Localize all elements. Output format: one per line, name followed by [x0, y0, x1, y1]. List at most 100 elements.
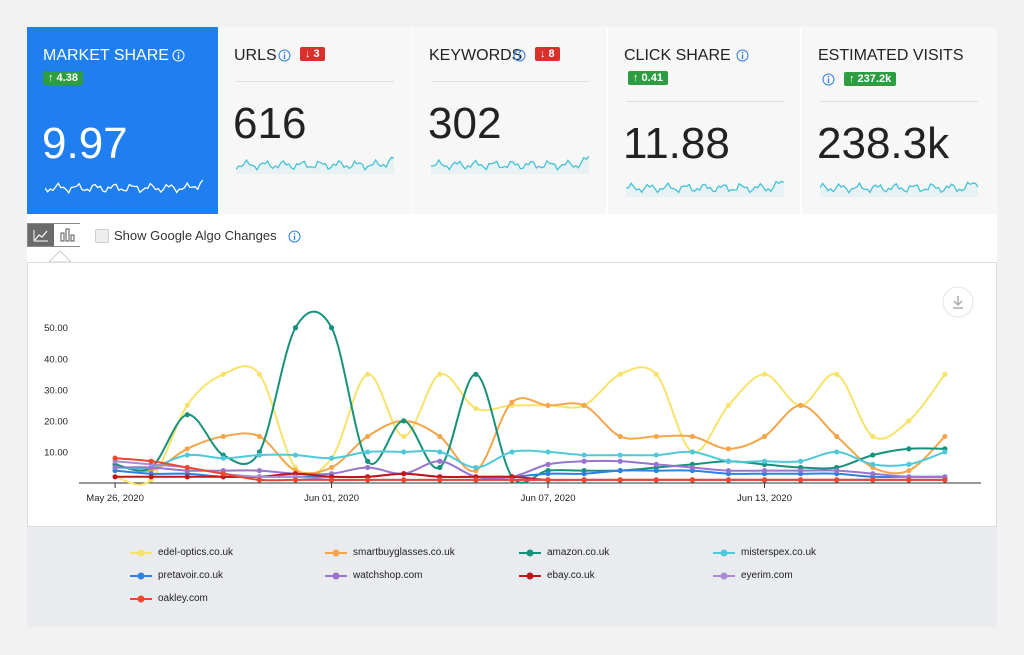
data-point — [798, 467, 804, 474]
data-point — [906, 477, 912, 483]
data-point — [256, 477, 262, 483]
metric-card: ESTIMATED VISITS ↑ 237.2k 238.3k — [802, 27, 997, 214]
data-point — [473, 477, 479, 483]
data-point — [653, 452, 659, 458]
sparkline — [45, 179, 203, 195]
data-point — [545, 477, 551, 483]
bar-toggle[interactable] — [54, 224, 80, 246]
sparkline-path — [236, 156, 394, 172]
data-point — [870, 452, 876, 458]
data-point — [761, 371, 768, 377]
metric-card: KEYWORDS ↓ 8 302 — [413, 27, 606, 214]
info-icon[interactable] — [278, 49, 291, 62]
legend-swatch — [519, 572, 541, 579]
info-ring — [172, 49, 185, 62]
data-point — [220, 433, 226, 440]
legend-item[interactable]: misterspex.co.uk — [713, 547, 816, 558]
chart-type-toggle[interactable] — [27, 223, 80, 247]
data-point — [689, 449, 695, 455]
data-point — [112, 464, 118, 471]
legend-dot — [332, 572, 340, 579]
checkbox-label[interactable]: Show Google Algo Changes — [114, 228, 277, 243]
legend-label: watchshop.com — [353, 570, 423, 581]
data-point — [870, 433, 876, 440]
data-point — [437, 433, 443, 440]
legend-item[interactable]: amazon.co.uk — [519, 547, 609, 558]
data-point — [834, 467, 840, 474]
legend-item[interactable]: edel-optics.co.uk — [130, 547, 233, 558]
y-tick-label: 10.00 — [44, 447, 68, 458]
card-value: 238.3k — [817, 119, 950, 168]
sparkline — [820, 181, 978, 197]
data-point — [112, 474, 118, 480]
change-badge: ↑ 4.38 — [43, 71, 83, 85]
data-point — [870, 461, 876, 467]
data-point — [725, 477, 732, 483]
info-icon[interactable] — [822, 73, 835, 86]
data-point — [509, 399, 515, 405]
legend-label: pretavoir.co.uk — [158, 570, 224, 581]
data-point — [906, 461, 912, 467]
data-point — [184, 402, 190, 408]
legend-label: amazon.co.uk — [547, 547, 610, 558]
data-point — [509, 477, 515, 483]
series-line — [114, 457, 945, 482]
data-point — [365, 371, 371, 377]
data-point — [761, 458, 768, 464]
info-icon[interactable] — [736, 49, 749, 62]
sparkline-path — [45, 179, 203, 195]
data-point — [942, 477, 948, 483]
data-point — [906, 446, 912, 452]
data-point — [617, 433, 623, 440]
data-point — [256, 433, 262, 440]
data-point — [328, 464, 335, 471]
legend-item[interactable]: eyerim.com — [713, 570, 793, 581]
series-line — [115, 459, 945, 480]
data-point — [401, 449, 407, 455]
legend-item[interactable]: watchshop.com — [325, 570, 422, 581]
legend-swatch — [130, 572, 152, 579]
data-point — [689, 477, 695, 483]
legend-swatch — [713, 572, 735, 579]
separator — [431, 81, 589, 82]
line-toggle[interactable] — [28, 224, 54, 246]
legend-item[interactable]: pretavoir.co.uk — [130, 570, 223, 581]
data-point — [184, 464, 190, 471]
data-point — [617, 458, 623, 464]
data-point — [545, 471, 551, 477]
data-point — [725, 467, 732, 474]
change-badge: ↑ 0.41 — [628, 71, 668, 85]
data-point — [220, 455, 226, 461]
y-tick-label: 30.00 — [44, 385, 68, 396]
legend-item[interactable]: ebay.co.uk — [519, 570, 595, 581]
card-title: CLICK SHARE — [624, 47, 731, 64]
info-icon[interactable] — [513, 49, 526, 62]
legend: edel-optics.co.uk smartbuyglasses.co.uk am… — [27, 527, 997, 627]
legend-swatch — [519, 549, 541, 556]
data-point — [112, 455, 118, 461]
data-point — [437, 449, 443, 455]
y-tick-label: 50.00 — [44, 323, 68, 334]
x-tick-label: Jun 13, 2020 — [737, 493, 792, 504]
card-value: 9.97 — [42, 119, 128, 168]
data-point — [473, 405, 479, 412]
data-point — [184, 452, 190, 458]
data-point — [689, 464, 695, 471]
info-icon[interactable] — [172, 49, 185, 62]
checkbox[interactable] — [95, 229, 109, 243]
metric-card: MARKET SHARE ↑ 4.38 9.97 — [27, 27, 218, 214]
data-point — [581, 458, 587, 464]
legend-item[interactable]: smartbuyglasses.co.uk — [325, 547, 455, 558]
data-point — [725, 402, 732, 408]
data-point — [653, 461, 659, 467]
legend-item[interactable]: oakley.com — [130, 593, 208, 604]
info-dot — [827, 75, 830, 78]
data-point — [906, 418, 912, 424]
data-point — [834, 433, 840, 440]
info-ring — [822, 73, 835, 86]
data-point — [761, 467, 768, 474]
data-point — [365, 449, 371, 455]
change-badge: ↑ 237.2k — [844, 72, 897, 86]
info-icon[interactable] — [288, 230, 301, 243]
data-point — [834, 371, 840, 377]
